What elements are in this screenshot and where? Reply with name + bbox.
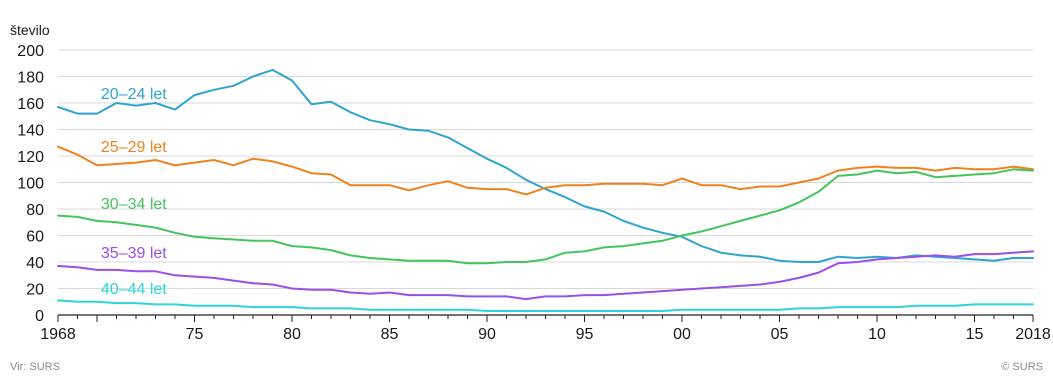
x-tick-label: 75 (186, 326, 204, 343)
y-tick-label: 160 (17, 96, 44, 113)
series-label-4: 35–39 let (101, 245, 167, 262)
y-tick-label: 0 (35, 308, 44, 325)
source-note: Vir: SURS (10, 361, 60, 373)
x-tick-label: 90 (478, 326, 496, 343)
y-tick-label: 100 (17, 176, 44, 193)
x-tick-label: 00 (673, 326, 691, 343)
series-line-1 (57, 68, 1034, 263)
y-tick-label: 180 (17, 70, 44, 87)
y-tick-label: 60 (26, 229, 44, 246)
x-axis: 1968 75 80 85 90 95 00 05 10 15 2018 (40, 314, 1051, 343)
series-line-2 (57, 145, 1034, 196)
gridlines (58, 49, 1033, 289)
x-tick-label: 85 (381, 326, 399, 343)
series-label-2: 25–29 let (101, 139, 167, 156)
y-axis-ticks: 0 20 40 60 80 100 120 140 160 180 200 (17, 43, 44, 325)
y-axis-label: število (10, 22, 50, 38)
y-tick-label: 140 (17, 123, 44, 140)
x-tick-label: 05 (771, 326, 789, 343)
x-tick-label: 80 (283, 326, 301, 343)
y-tick-label: 20 (26, 282, 44, 299)
series-line-4 (57, 250, 1034, 301)
y-tick-label: 200 (17, 43, 44, 60)
series-labels: 20–24 let 25–29 let 30–34 let 35–39 let 40–4… (101, 86, 167, 298)
y-tick-label: 80 (26, 202, 44, 219)
x-tick-label: 2018 (1015, 326, 1051, 343)
series-label-5: 40–44 let (101, 281, 167, 298)
series-line-3 (57, 168, 1034, 265)
series-lines (57, 68, 1034, 312)
x-tick-label: 95 (576, 326, 594, 343)
series-label-3: 30–34 let (101, 196, 167, 213)
y-tick-label: 40 (26, 255, 44, 272)
series-line-5 (57, 299, 1034, 312)
y-tick-label: 120 (17, 149, 44, 166)
copyright-note: © SURS (1001, 361, 1043, 373)
x-tick-label: 10 (868, 326, 886, 343)
series-label-1: 20–24 let (101, 86, 167, 103)
x-tick-label: 1968 (40, 326, 76, 343)
x-tick-label: 15 (966, 326, 984, 343)
